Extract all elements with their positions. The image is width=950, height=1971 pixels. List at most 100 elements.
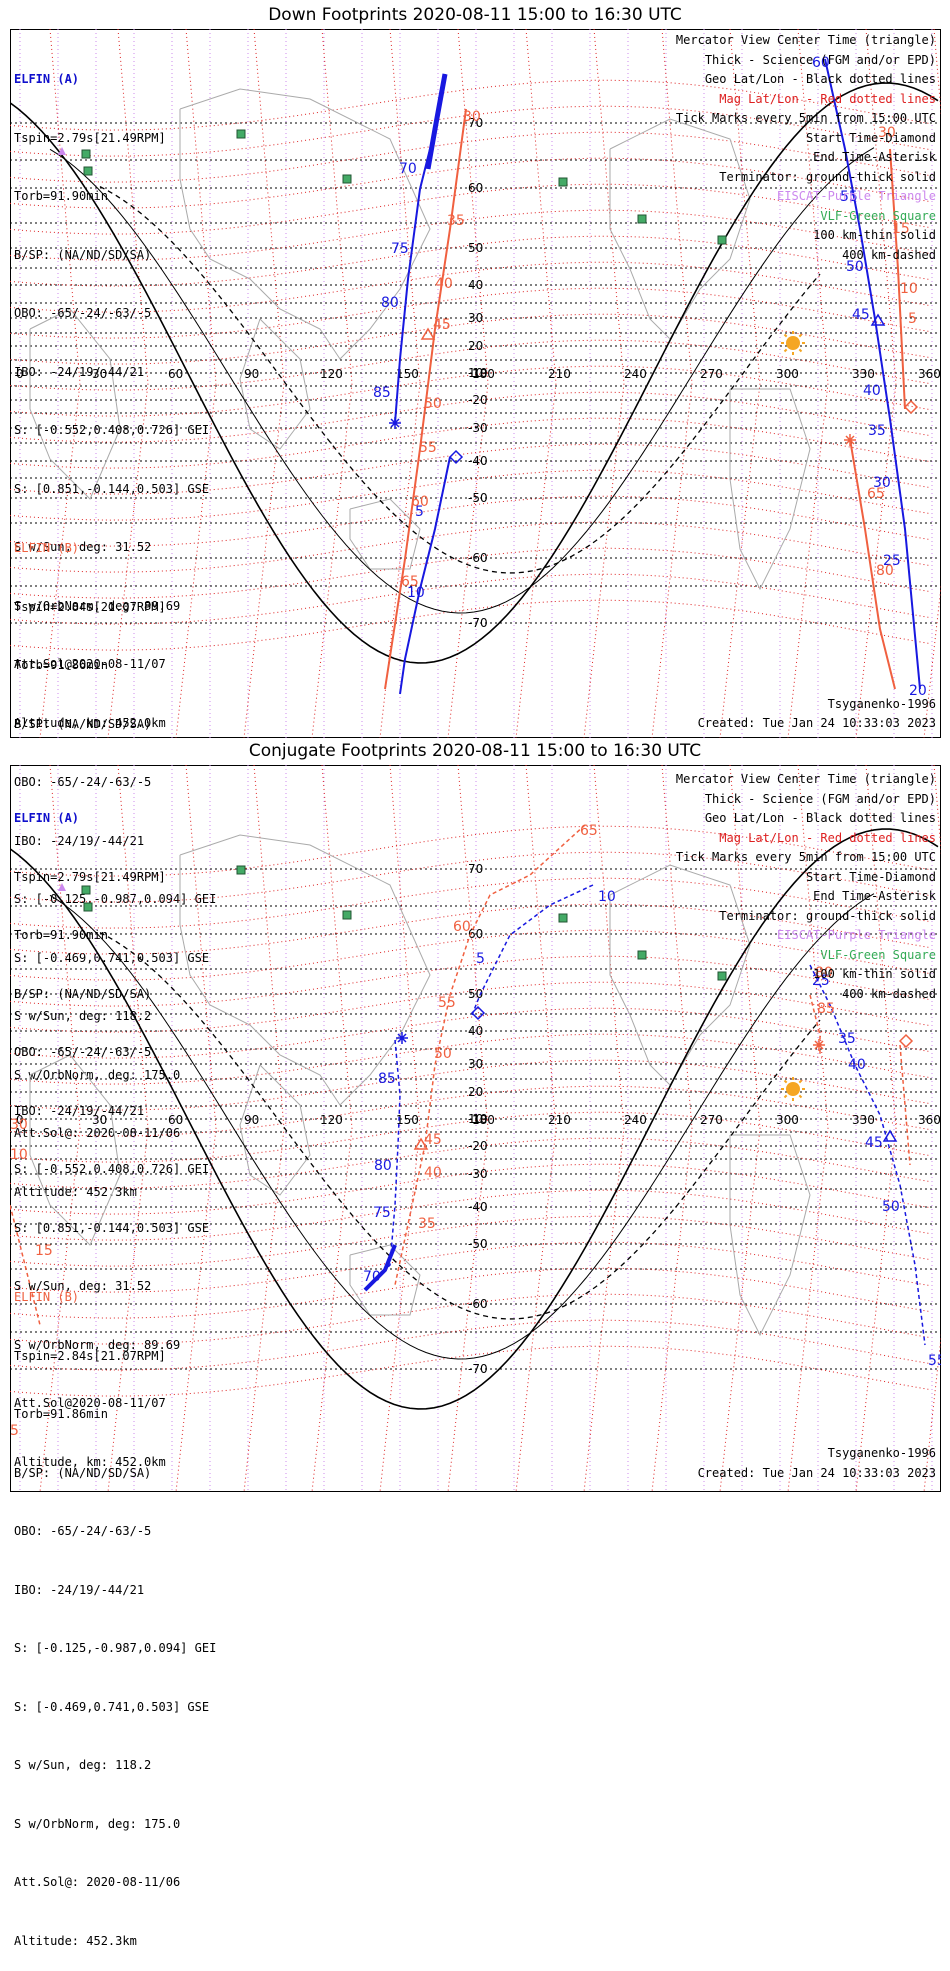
orbit-tick-label-a: 40 <box>848 1057 866 1073</box>
orbit-tick-label-b: 5 <box>10 1423 19 1439</box>
coastline <box>239 318 311 450</box>
elfin-b-track <box>394 824 586 1286</box>
legend-item: Terminator: ground-thick solid <box>719 169 936 184</box>
mag-lon-line <box>855 765 897 1492</box>
orbit-tick-label-a: 35 <box>868 423 886 439</box>
created-label-down: Created: Tue Jan 24 10:33:03 2023 <box>697 716 936 730</box>
orbit-tick-label-b: 15 <box>892 221 910 237</box>
legend-item: EISCAT-Purple Triangle <box>777 189 936 203</box>
orbit-tick-label-b: 85 <box>817 1001 835 1017</box>
orbit-tick-label-b: 5 <box>908 311 917 327</box>
start-diamond-icon <box>470 1005 486 1021</box>
orbit-tick-label-b: 30 <box>463 109 481 125</box>
info-line: S: [-0.552,0.408,0.726] GEI <box>14 1162 210 1176</box>
info-line: S: [-0.125,-0.987,0.094] GEI <box>14 892 217 906</box>
lon-tick-label: 120 <box>320 1113 343 1127</box>
info-line: S: [-0.125,-0.987,0.094] GEI <box>14 1641 217 1655</box>
elfin-b-header: ELFIN (B) <box>14 541 80 555</box>
lat-tick-label: -10 <box>468 366 488 380</box>
orbit-tick-label-a: 85 <box>373 385 391 401</box>
legend-item: Start Time-Diamond <box>805 130 936 145</box>
orbit-tick-label-b: 50 <box>434 1046 452 1062</box>
orbit-tick-label-a: 25 <box>812 973 830 989</box>
orbit-tick-label-b: 65 <box>401 574 419 590</box>
orbit-tick-label-a: 75 <box>391 241 409 257</box>
terminator-ground <box>10 828 939 1410</box>
elfin-b-track <box>889 148 906 410</box>
lon-tick-label: 150 <box>396 1113 419 1127</box>
elfin-a-header: ELFIN (A) <box>14 72 80 86</box>
elfin-b-track <box>384 108 467 690</box>
elfin-b-track <box>899 1044 911 1166</box>
sun-icon <box>786 336 800 350</box>
legend-item: Mercator View Center Time (triangle) <box>675 33 936 47</box>
mag-lon-line <box>311 29 353 738</box>
vlf-square-icon <box>558 913 568 923</box>
lon-tick-label: 360 <box>918 1113 941 1127</box>
lat-tick-label: 40 <box>468 1024 483 1038</box>
mag-lon-line <box>447 29 489 738</box>
elfin-b-info-conjugate: ELFIN (B) Tspin=2.84s[21.07RPM] Torb=91.… <box>14 1249 216 1971</box>
legend-item: End Time-Asterisk <box>813 150 936 164</box>
legend-item: 100 km-thin solid <box>813 967 936 981</box>
info-line: Torb=91.86min <box>14 1407 108 1421</box>
mag-lon-line <box>583 29 625 738</box>
lon-tick-label: 30 <box>92 1113 107 1127</box>
lat-tick-label: 20 <box>468 1085 483 1099</box>
info-line: Tspin=2.79s[21.49RPM] <box>14 869 166 884</box>
lat-tick-label: -70 <box>468 616 488 630</box>
info-line: S: [0.851,-0.144,0.503] GSE <box>14 481 210 496</box>
sun-icon <box>786 1082 800 1096</box>
orbit-tick-label-a: 45 <box>865 1135 883 1151</box>
mag-lon-line <box>39 765 81 1492</box>
info-line: Altitude, km: 452.0km <box>14 715 166 730</box>
orbit-tick-label-a: 70 <box>363 1269 381 1285</box>
info-line: B/SP: (NA/ND/SD/SA) <box>14 716 152 731</box>
info-line: OBO: -65/-24/-63/-5 <box>14 306 152 320</box>
info-line: Torb=91.90min <box>14 189 108 203</box>
orbit-tick-label-b: 80 <box>876 563 894 579</box>
terminator-400km <box>99 186 821 574</box>
coastline <box>349 498 421 570</box>
coastline <box>179 834 431 1106</box>
lon-tick-label: 60 <box>168 367 183 381</box>
sun-ray <box>798 1094 803 1099</box>
info-line: Tspin=2.79s[21.49RPM] <box>14 130 166 145</box>
coastline <box>29 308 121 500</box>
lon-tick-label: 120 <box>320 367 343 381</box>
orbit-tick-label-a: 5 <box>476 951 485 967</box>
orbit-tick-label-b: 50 <box>424 396 442 412</box>
mag-lon-line <box>379 765 421 1492</box>
lon-tick-label: 150 <box>396 367 419 381</box>
sun-ray <box>798 333 803 338</box>
legend-conjugate: Mercator View Center Time (triangle) Thic… <box>676 770 936 1004</box>
sun-ray <box>798 1079 803 1084</box>
start-diamond-icon <box>448 449 464 465</box>
info-line: S: [0.851,-0.144,0.503] GSE <box>14 1220 210 1235</box>
center-triangle-icon <box>882 1129 898 1142</box>
sun-ray <box>783 348 788 353</box>
legend-item: Start Time-Diamond <box>805 869 936 884</box>
info-line: Torb=91.86min <box>14 658 108 672</box>
lat-tick-label: -60 <box>468 1297 488 1311</box>
legend-item: Mag Lat/Lon - Red dotted lines <box>719 830 936 845</box>
orbit-tick-label-a: 60 <box>812 55 830 71</box>
orbit-tick-label-b: 35 <box>418 1216 436 1232</box>
info-line: B/SP: (NA/ND/SD/SA) <box>14 986 152 1001</box>
vlf-square-icon <box>342 910 352 920</box>
vlf-square-icon <box>236 865 246 875</box>
lat-tick-label: -40 <box>468 454 488 468</box>
orbit-tick-label-a: 80 <box>374 1158 392 1174</box>
lon-tick-label: 180 <box>472 367 495 381</box>
orbit-tick-label-a: 25 <box>883 553 901 569</box>
end-asterisk-icon <box>844 434 856 446</box>
info-line: Tspin=2.84s[21.07RPM] <box>14 1348 166 1363</box>
orbit-tick-label-b: 30 <box>878 125 896 141</box>
orbit-tick-label-b: 65 <box>867 486 885 502</box>
info-line: OBO: -65/-24/-63/-5 <box>14 1045 152 1059</box>
lat-tick-label: -30 <box>468 1167 488 1181</box>
mag-lon-line <box>243 29 285 738</box>
orbit-tick-label-b: 35 <box>447 213 465 229</box>
orbit-tick-label-b: 10 <box>10 1147 28 1163</box>
coastline <box>729 388 811 591</box>
